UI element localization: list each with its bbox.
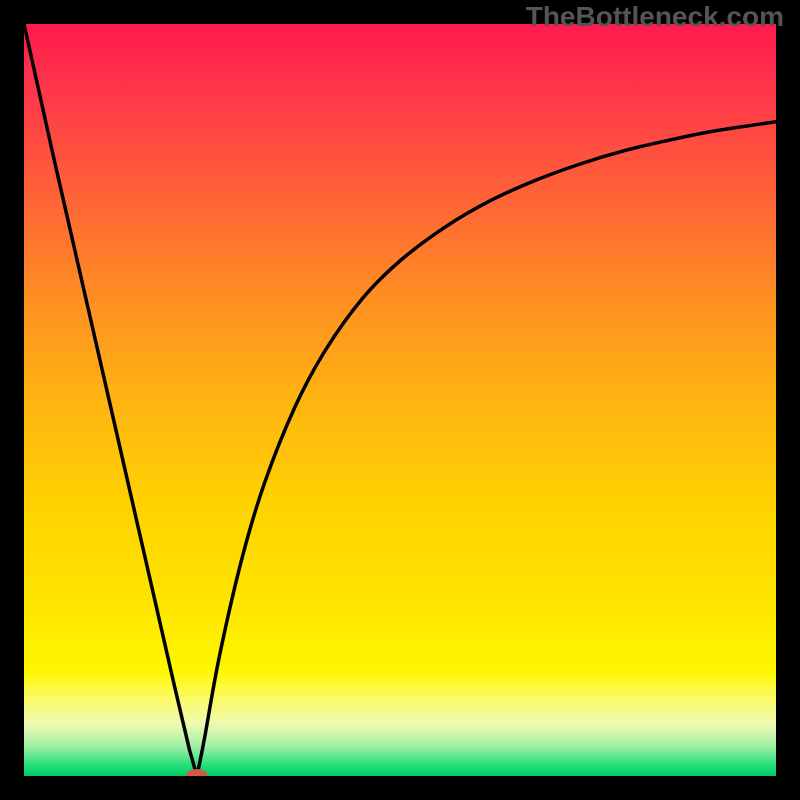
minimum-marker	[186, 769, 208, 776]
chart-container: TheBottleneck.com	[0, 0, 800, 800]
watermark-text: TheBottleneck.com	[526, 1, 784, 33]
bottleneck-curve	[24, 24, 776, 776]
curve-path	[24, 24, 776, 776]
plot-area	[24, 24, 776, 776]
